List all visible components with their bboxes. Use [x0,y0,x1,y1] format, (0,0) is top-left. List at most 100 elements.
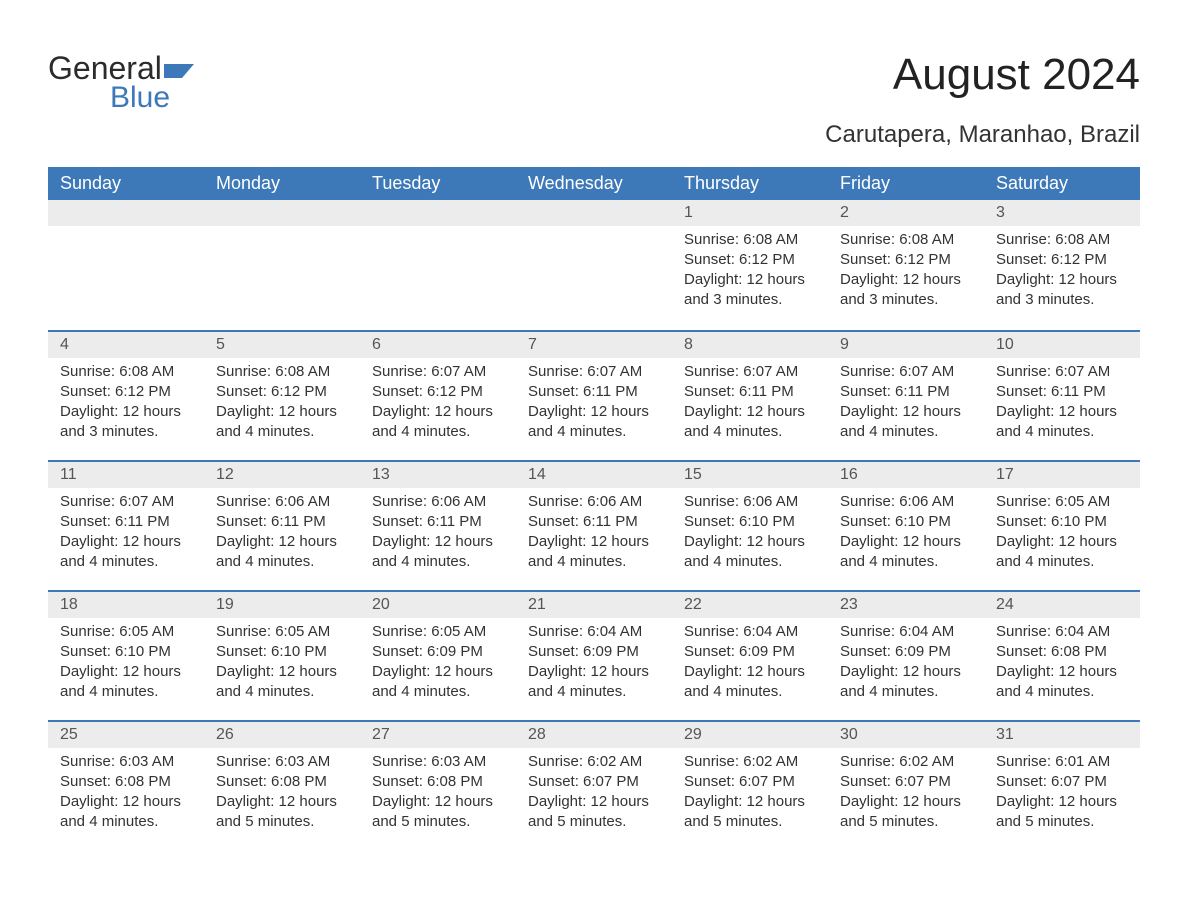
day-number: 16 [828,462,984,488]
calendar-day-cell: 25Sunrise: 6:03 AMSunset: 6:08 PMDayligh… [48,722,204,850]
calendar-day-cell: 5Sunrise: 6:08 AMSunset: 6:12 PMDaylight… [204,332,360,460]
daylight-text: Daylight: 12 hours and 3 minutes. [684,270,818,311]
sunset-text: Sunset: 6:07 PM [996,772,1130,792]
daylight-text: Daylight: 12 hours and 4 minutes. [528,532,662,573]
sunset-text: Sunset: 6:11 PM [216,512,350,532]
sunrise-text: Sunrise: 6:08 AM [996,230,1130,250]
calendar-day-cell: 19Sunrise: 6:05 AMSunset: 6:10 PMDayligh… [204,592,360,720]
sunset-text: Sunset: 6:12 PM [372,382,506,402]
day-number: 5 [204,332,360,358]
daylight-text: Daylight: 12 hours and 4 minutes. [372,662,506,703]
day-details: Sunrise: 6:06 AMSunset: 6:11 PMDaylight:… [360,488,516,583]
calendar-day-cell: 23Sunrise: 6:04 AMSunset: 6:09 PMDayligh… [828,592,984,720]
day-number: 15 [672,462,828,488]
day-number [48,200,204,226]
weekday-header: Sunday [48,167,204,200]
calendar-day-cell: 22Sunrise: 6:04 AMSunset: 6:09 PMDayligh… [672,592,828,720]
daylight-text: Daylight: 12 hours and 4 minutes. [372,402,506,443]
calendar-day-cell: 14Sunrise: 6:06 AMSunset: 6:11 PMDayligh… [516,462,672,590]
day-details: Sunrise: 6:02 AMSunset: 6:07 PMDaylight:… [516,748,672,843]
daylight-text: Daylight: 12 hours and 4 minutes. [216,402,350,443]
daylight-text: Daylight: 12 hours and 3 minutes. [840,270,974,311]
sunset-text: Sunset: 6:11 PM [996,382,1130,402]
day-number: 25 [48,722,204,748]
day-details: Sunrise: 6:07 AMSunset: 6:11 PMDaylight:… [984,358,1140,453]
daylight-text: Daylight: 12 hours and 3 minutes. [60,402,194,443]
sunset-text: Sunset: 6:10 PM [840,512,974,532]
sunset-text: Sunset: 6:12 PM [684,250,818,270]
daylight-text: Daylight: 12 hours and 4 minutes. [216,532,350,573]
sunrise-text: Sunrise: 6:04 AM [840,622,974,642]
daylight-text: Daylight: 12 hours and 4 minutes. [840,402,974,443]
calendar-day-cell [48,200,204,330]
day-number: 21 [516,592,672,618]
sunset-text: Sunset: 6:07 PM [684,772,818,792]
sunrise-text: Sunrise: 6:07 AM [684,362,818,382]
daylight-text: Daylight: 12 hours and 4 minutes. [684,402,818,443]
calendar-day-cell: 21Sunrise: 6:04 AMSunset: 6:09 PMDayligh… [516,592,672,720]
weekday-header: Wednesday [516,167,672,200]
sunrise-text: Sunrise: 6:03 AM [372,752,506,772]
day-number [516,200,672,226]
sunset-text: Sunset: 6:07 PM [528,772,662,792]
daylight-text: Daylight: 12 hours and 5 minutes. [216,792,350,833]
sunrise-text: Sunrise: 6:08 AM [216,362,350,382]
day-number: 24 [984,592,1140,618]
daylight-text: Daylight: 12 hours and 4 minutes. [840,662,974,703]
calendar-week-row: 18Sunrise: 6:05 AMSunset: 6:10 PMDayligh… [48,590,1140,720]
sunrise-text: Sunrise: 6:04 AM [996,622,1130,642]
daylight-text: Daylight: 12 hours and 4 minutes. [60,532,194,573]
sunrise-text: Sunrise: 6:07 AM [372,362,506,382]
day-details: Sunrise: 6:06 AMSunset: 6:11 PMDaylight:… [516,488,672,583]
daylight-text: Daylight: 12 hours and 4 minutes. [684,662,818,703]
day-details: Sunrise: 6:03 AMSunset: 6:08 PMDaylight:… [204,748,360,843]
sunset-text: Sunset: 6:08 PM [60,772,194,792]
sunset-text: Sunset: 6:11 PM [372,512,506,532]
day-number: 28 [516,722,672,748]
sunset-text: Sunset: 6:11 PM [60,512,194,532]
calendar-day-cell: 12Sunrise: 6:06 AMSunset: 6:11 PMDayligh… [204,462,360,590]
sunset-text: Sunset: 6:09 PM [684,642,818,662]
day-number: 14 [516,462,672,488]
day-number: 10 [984,332,1140,358]
day-number: 30 [828,722,984,748]
sunrise-text: Sunrise: 6:04 AM [528,622,662,642]
calendar-day-cell: 10Sunrise: 6:07 AMSunset: 6:11 PMDayligh… [984,332,1140,460]
sunrise-text: Sunrise: 6:01 AM [996,752,1130,772]
calendar-day-cell: 6Sunrise: 6:07 AMSunset: 6:12 PMDaylight… [360,332,516,460]
day-details: Sunrise: 6:04 AMSunset: 6:08 PMDaylight:… [984,618,1140,713]
sunset-text: Sunset: 6:11 PM [840,382,974,402]
calendar-day-cell: 28Sunrise: 6:02 AMSunset: 6:07 PMDayligh… [516,722,672,850]
day-details: Sunrise: 6:08 AMSunset: 6:12 PMDaylight:… [48,358,204,453]
calendar-day-cell: 16Sunrise: 6:06 AMSunset: 6:10 PMDayligh… [828,462,984,590]
calendar-day-cell: 11Sunrise: 6:07 AMSunset: 6:11 PMDayligh… [48,462,204,590]
calendar-day-cell: 24Sunrise: 6:04 AMSunset: 6:08 PMDayligh… [984,592,1140,720]
day-number [204,200,360,226]
day-details: Sunrise: 6:07 AMSunset: 6:11 PMDaylight:… [828,358,984,453]
day-details: Sunrise: 6:03 AMSunset: 6:08 PMDaylight:… [360,748,516,843]
sunrise-text: Sunrise: 6:07 AM [996,362,1130,382]
calendar-day-cell [516,200,672,330]
sunset-text: Sunset: 6:07 PM [840,772,974,792]
location-subtitle: Carutapera, Maranhao, Brazil [48,121,1140,149]
day-number: 4 [48,332,204,358]
day-number: 19 [204,592,360,618]
calendar-day-cell: 8Sunrise: 6:07 AMSunset: 6:11 PMDaylight… [672,332,828,460]
daylight-text: Daylight: 12 hours and 4 minutes. [60,792,194,833]
sunrise-text: Sunrise: 6:03 AM [216,752,350,772]
day-number: 17 [984,462,1140,488]
sunrise-text: Sunrise: 6:06 AM [372,492,506,512]
sunrise-text: Sunrise: 6:08 AM [840,230,974,250]
calendar-day-cell: 30Sunrise: 6:02 AMSunset: 6:07 PMDayligh… [828,722,984,850]
calendar-day-cell: 27Sunrise: 6:03 AMSunset: 6:08 PMDayligh… [360,722,516,850]
day-details: Sunrise: 6:08 AMSunset: 6:12 PMDaylight:… [204,358,360,453]
day-number: 12 [204,462,360,488]
day-details: Sunrise: 6:06 AMSunset: 6:10 PMDaylight:… [672,488,828,583]
daylight-text: Daylight: 12 hours and 3 minutes. [996,270,1130,311]
calendar-day-cell: 13Sunrise: 6:06 AMSunset: 6:11 PMDayligh… [360,462,516,590]
daylight-text: Daylight: 12 hours and 4 minutes. [996,662,1130,703]
sunrise-text: Sunrise: 6:07 AM [840,362,974,382]
day-number: 26 [204,722,360,748]
day-number: 20 [360,592,516,618]
day-details: Sunrise: 6:05 AMSunset: 6:09 PMDaylight:… [360,618,516,713]
